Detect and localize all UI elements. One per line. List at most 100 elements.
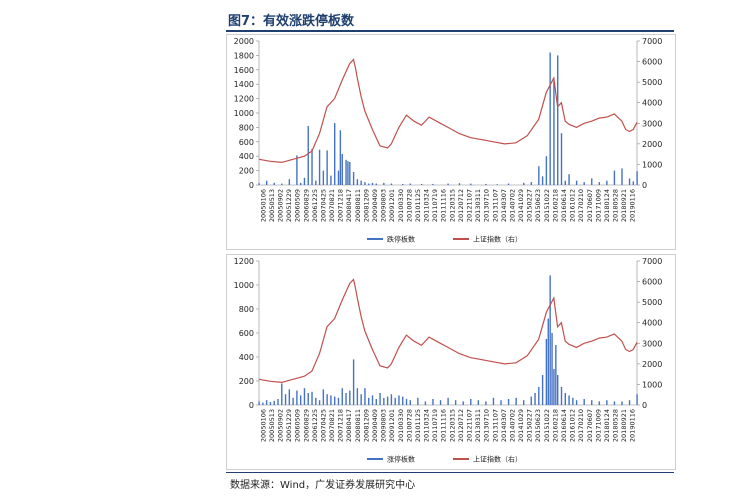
title-rule [226, 30, 674, 32]
x-tick-label: 20050106 [259, 189, 267, 222]
bar-series [258, 275, 638, 405]
x-tick-label: 20101125 [414, 189, 422, 222]
x-tick-label: 20051229 [285, 409, 293, 442]
bar [492, 397, 495, 405]
bar [557, 55, 559, 186]
left-tick-label: 800 [239, 305, 254, 314]
x-tick-label: 20090409 [371, 189, 379, 222]
bar [583, 182, 585, 185]
bar [523, 182, 525, 185]
bar [315, 397, 317, 405]
x-tick-label: 20060509 [294, 189, 302, 222]
left-tick-label: 400 [239, 152, 254, 161]
bar [265, 180, 268, 185]
bar [632, 181, 635, 185]
bar [326, 150, 328, 185]
bar [621, 168, 623, 185]
left-tick-label: 0 [249, 181, 254, 190]
bar [258, 183, 260, 185]
right-tick-label: 0 [642, 181, 647, 190]
bar [541, 375, 544, 405]
bar [265, 400, 268, 405]
bar [334, 123, 336, 185]
left-tick-label: 1000 [234, 109, 254, 118]
bar [568, 174, 570, 185]
x-tick-label: 20071218 [337, 189, 345, 222]
x-tick-label: 20090803 [380, 189, 388, 222]
x-tick-label: 20180528 [612, 409, 620, 442]
bar [572, 397, 574, 405]
bar [356, 179, 359, 185]
index-line [258, 58, 638, 164]
bar [296, 155, 298, 185]
x-tick-label: 20050513 [268, 189, 276, 222]
bar [538, 387, 540, 405]
bar [281, 183, 283, 185]
x-tick-label: 20140307 [500, 189, 508, 222]
bar [515, 397, 517, 405]
bar [606, 400, 608, 405]
bar [386, 396, 389, 405]
x-tick-label: 20090803 [380, 409, 388, 442]
bar [560, 133, 563, 185]
bar [299, 182, 302, 185]
x-tick-label: 20180124 [603, 189, 611, 222]
right-tick-label: 1000 [642, 380, 662, 389]
x-tick-label: 20150227 [526, 409, 534, 442]
bar [315, 180, 317, 185]
x-tick-label: 20141029 [517, 409, 525, 442]
bar [636, 171, 638, 185]
x-tick-label: 20171009 [594, 189, 602, 222]
x-tick-label: 20050902 [276, 409, 284, 442]
bar [439, 400, 442, 405]
bar [281, 383, 283, 405]
bar [330, 395, 332, 405]
bar [379, 393, 381, 405]
bar [322, 170, 325, 185]
limit-up-chart: 0 200 400 600 800 1000 1200 0 1000 2000 3000 4000 50… [234, 257, 663, 464]
bar [334, 396, 336, 405]
bar [583, 399, 585, 405]
chart-panel-limit-down: 0 200 400 600 800 1000 1200 1400 1600 1800 2000 0 10… [226, 34, 676, 250]
x-tick-label: 20161012 [569, 409, 577, 442]
bar [613, 401, 616, 405]
right-tick-label: 2000 [642, 360, 662, 369]
x-tick-label: 20170210 [577, 409, 585, 442]
bar [447, 397, 449, 405]
bar [303, 388, 306, 405]
bar [621, 401, 623, 405]
bar [322, 389, 325, 405]
bar [507, 183, 510, 185]
x-tick-label: 20090409 [371, 409, 379, 442]
bar [530, 182, 532, 185]
bar [318, 400, 321, 405]
bar [288, 179, 291, 185]
bar [394, 397, 396, 405]
bar [277, 399, 279, 405]
bar [371, 182, 374, 185]
source-note: 数据来源：Wind，广发证券发展研究中心 [230, 480, 416, 491]
x-tick-label: 20110719 [431, 409, 439, 442]
x-tick-label: 20171009 [594, 409, 602, 442]
left-tick-label: 600 [239, 329, 254, 338]
bar [311, 149, 313, 185]
right-tick-label: 7000 [642, 257, 662, 266]
left-tick-label: 200 [239, 167, 254, 176]
x-tick-label: 20170210 [577, 189, 585, 222]
bar [636, 394, 638, 405]
x-tick-label: 20071218 [337, 409, 345, 442]
bar [318, 149, 321, 185]
x-tick-label: 20141029 [517, 189, 525, 222]
index-line [258, 278, 638, 384]
x-tick-label: 20170607 [586, 409, 594, 442]
bar [390, 394, 393, 405]
legend-label-line: 上证指数（右） [473, 455, 522, 464]
bar [339, 130, 342, 185]
bar [545, 339, 548, 405]
bar [557, 375, 559, 405]
bar [330, 175, 332, 185]
x-tick-label: 20160614 [560, 189, 568, 222]
x-tick-label: 20160218 [551, 409, 559, 442]
bar [477, 400, 480, 405]
x-tick-label: 20070821 [328, 189, 336, 222]
